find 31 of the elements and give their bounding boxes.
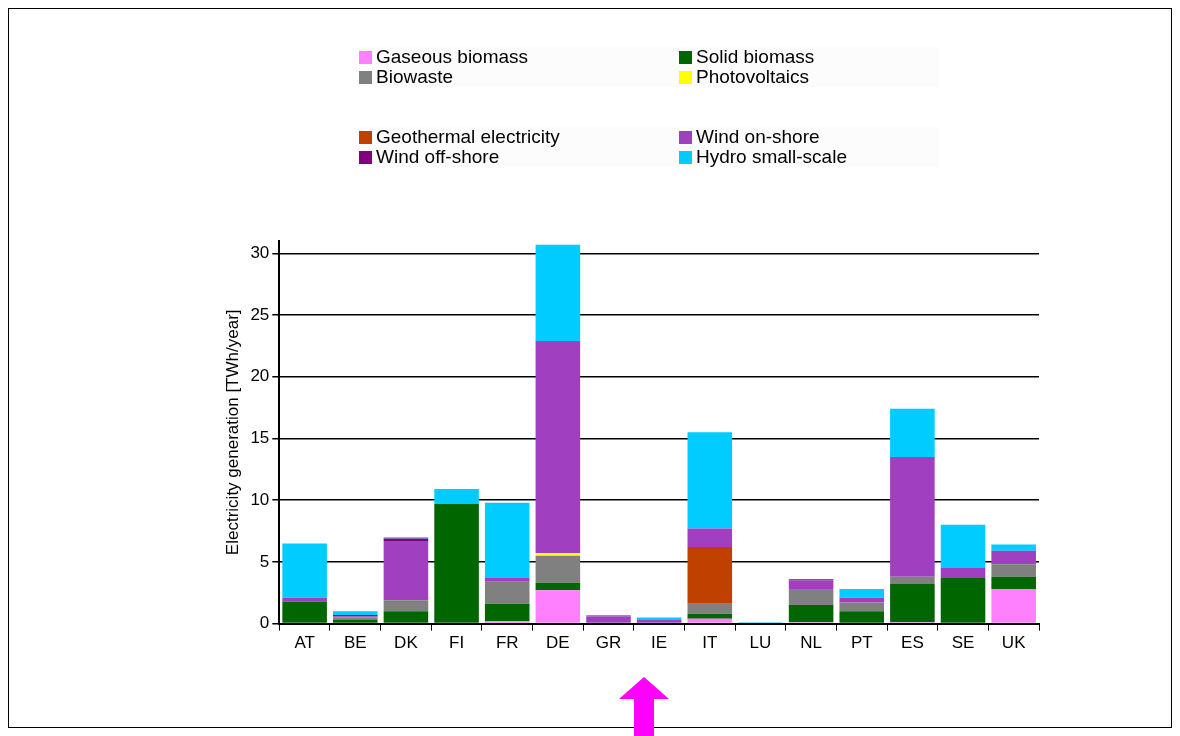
legend-label: Solid biomass bbox=[696, 46, 815, 67]
x-tick-label: DE bbox=[546, 633, 570, 653]
x-tick-label: IT bbox=[702, 633, 718, 653]
x-tick-label: ES bbox=[901, 633, 924, 653]
x-tick-label: PT bbox=[850, 633, 873, 653]
y-axis-title: Electricity generation [TWh/year] bbox=[222, 309, 242, 556]
x-tick-label: SE bbox=[951, 633, 975, 653]
y-tick-label: 0 bbox=[259, 613, 270, 633]
legend-label: Wind on-shore bbox=[696, 126, 820, 147]
x-tick-label: BE bbox=[343, 633, 367, 653]
x-tick-label: NL bbox=[800, 633, 822, 653]
y-tick-label: 15 bbox=[250, 428, 270, 448]
x-tick-label: GR bbox=[595, 633, 622, 653]
x-tick-label: DK bbox=[394, 633, 419, 653]
x-tick-label: LU bbox=[749, 633, 772, 653]
legend-label: Geothermal electricity bbox=[376, 126, 560, 147]
legend-label: Wind off-shore bbox=[376, 146, 500, 167]
x-tick-label: AT bbox=[294, 633, 315, 653]
legend-label: Gaseous biomass bbox=[376, 46, 529, 67]
x-tick-label: FI bbox=[449, 633, 465, 653]
legend-label: Hydro small-scale bbox=[696, 146, 847, 167]
x-tick-label: FR bbox=[495, 633, 519, 653]
y-tick-label: 20 bbox=[250, 366, 270, 386]
x-tick-label: IE bbox=[651, 633, 668, 653]
y-tick-label: 25 bbox=[250, 304, 270, 324]
y-tick-label: 10 bbox=[250, 489, 270, 509]
y-tick-label: 5 bbox=[259, 551, 270, 571]
x-tick-label: UK bbox=[1001, 633, 1027, 653]
legend-label: Biowaste bbox=[376, 66, 454, 87]
y-tick-label: 30 bbox=[250, 243, 270, 263]
legend-label: Photovoltaics bbox=[696, 66, 810, 87]
